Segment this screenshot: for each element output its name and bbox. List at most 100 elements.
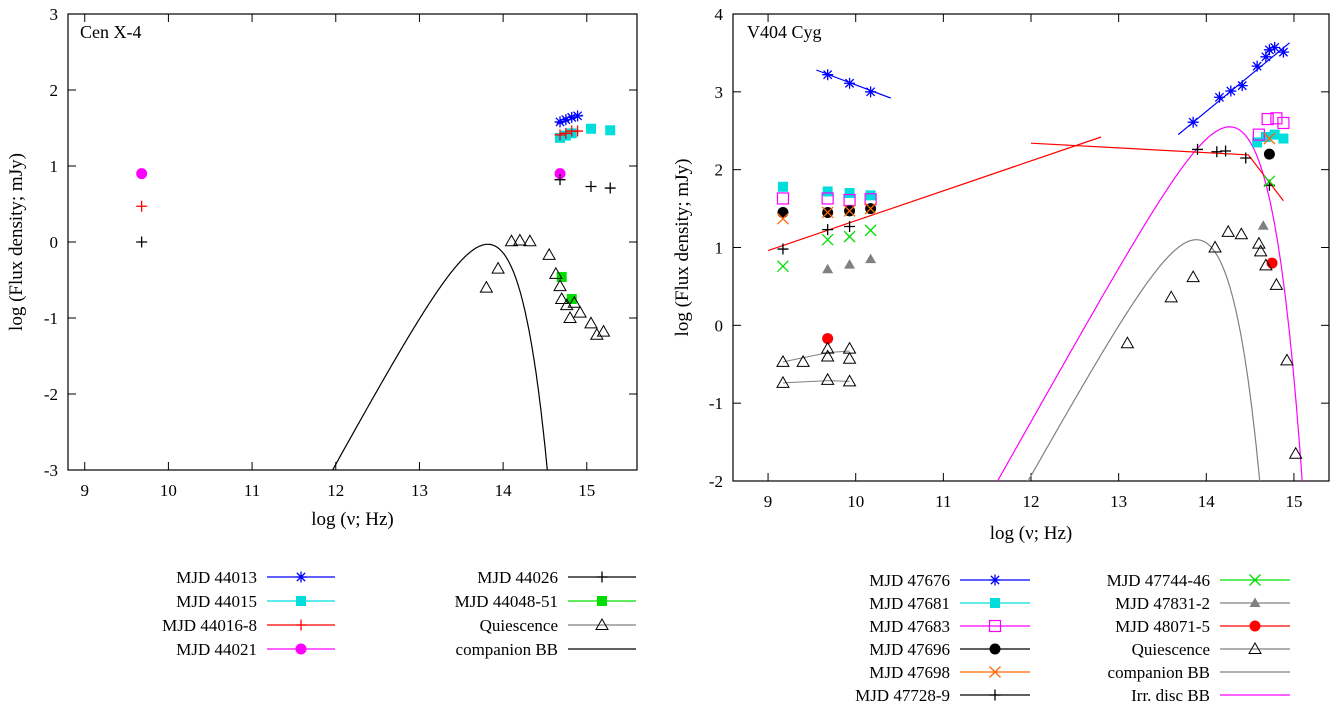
mjd-47681-point (1278, 133, 1289, 144)
mjd-47676-point (1277, 46, 1289, 58)
legend-marker (595, 617, 609, 630)
chart-title: V404 Cyg (747, 22, 822, 42)
x-tick-label: 12 (1023, 492, 1040, 511)
legend-label: MJD 44015 (176, 592, 257, 611)
y-tick-label: -3 (44, 461, 58, 480)
quiescence-segment (782, 350, 850, 363)
quiescence-point (553, 279, 567, 292)
quiescence-point (1164, 290, 1179, 303)
quiescence-point (1208, 240, 1222, 253)
y-axis-label: log (Flux density; mJy) (6, 153, 27, 331)
legend-label: MJD 47744-46 (1107, 571, 1210, 590)
mjd-47744-46-point (821, 233, 834, 246)
y-tick-label: -1 (709, 394, 723, 413)
mjd-44048-51-point (556, 271, 567, 282)
quiescence-point (567, 295, 582, 308)
x-axis-label: log (ν; Hz) (311, 509, 393, 530)
companion-bb-curve (1027, 239, 1261, 481)
legend-marker (295, 619, 307, 631)
companion-bb-curve (331, 243, 548, 470)
x-tick-label: 10 (847, 492, 864, 511)
mjd-47681-point (1252, 137, 1263, 148)
mjd-44016-8-point (554, 129, 566, 141)
quiescence-point (589, 327, 604, 340)
mjd-44021-point (554, 168, 566, 180)
mjd-44048-51-point (566, 294, 577, 304)
mjd-47676-point (1236, 80, 1248, 92)
legend-entry-mjd-44021: MJD 44021 (176, 640, 335, 659)
power-law-fit-line (1030, 142, 1284, 202)
mjd-47676-point (865, 86, 877, 98)
legend-label: MJD 44026 (477, 568, 558, 587)
y-tick-label: 3 (715, 83, 724, 102)
mjd-44016-8-point (136, 200, 148, 212)
mjd-44016-8-point (560, 127, 572, 139)
legend-label: MJD 48071-5 (1115, 617, 1210, 636)
quiescence-point (796, 354, 810, 367)
legend-label: Quiescence (1132, 640, 1210, 659)
legend-marker (295, 643, 307, 655)
quiescence-point (842, 374, 857, 387)
quiescence-point (1280, 353, 1294, 366)
legend-label: MJD 47831-2 (1115, 594, 1210, 613)
y-tick-label: 1 (50, 157, 59, 176)
legend-marker (989, 666, 1001, 678)
mjd-44013-point (560, 114, 572, 126)
quiescence-point (776, 354, 790, 367)
legend-entry-mjd-47698: MJD 47698 (869, 663, 1030, 682)
quiescence-point (842, 351, 857, 364)
legend-entry-mjd-44016-8: MJD 44016-8 (162, 616, 335, 635)
x-tick-label: 14 (495, 481, 513, 500)
legend-marker (1249, 574, 1261, 586)
legend-entry-quiescence: Quiescence (1132, 640, 1290, 659)
quiescence-point (548, 266, 563, 279)
mjd-47681-point (1260, 131, 1271, 142)
mjd-44026-point (604, 182, 616, 194)
mjd-47681-point (777, 181, 788, 192)
mjd-47681-point (844, 188, 855, 199)
legend-marker (988, 619, 1002, 633)
legend-label: Quiescence (480, 616, 558, 635)
legend-entry-quiescence: Quiescence (480, 616, 636, 635)
x-tick-label: 10 (160, 481, 177, 500)
mjd-47698-point (776, 212, 789, 225)
mjd-47683-point (1261, 112, 1274, 126)
legend-entry-irr-disc-bb: Irr. disc BB (1131, 686, 1290, 705)
x-tick-label: 11 (244, 481, 260, 500)
quiescence-segment (782, 380, 850, 384)
mjd-47728-9-point (822, 224, 834, 236)
mjd-44026-point (136, 236, 148, 248)
mjd-44021-point (136, 168, 148, 180)
quiescence-point (1288, 446, 1303, 459)
mjd-47698-point (1263, 132, 1276, 145)
y-tick-label: 4 (715, 5, 724, 24)
y-tick-label: 3 (50, 5, 59, 24)
mjd-47696-point (777, 206, 789, 218)
mjd-47831-2-point (1257, 220, 1269, 230)
legend-entry-companion-bb: companion BB (1108, 663, 1290, 682)
legend-label: companion BB (1108, 663, 1210, 682)
legend-marker (596, 571, 608, 583)
legend-marker (1249, 597, 1261, 607)
quiescence-point (542, 247, 557, 260)
quiescence-point (479, 280, 494, 293)
quiescence-point (1120, 336, 1135, 349)
legend-label: companion BB (456, 640, 558, 659)
mjd-47676-point (1269, 41, 1281, 53)
quiescence-point (820, 341, 835, 354)
quiescence-point (584, 316, 598, 329)
mjd-47683-point (1277, 116, 1290, 130)
y-tick-label: -2 (44, 385, 58, 404)
plot-area (767, 41, 1303, 481)
y-axis-label: log (Flux density; mJy) (672, 159, 693, 337)
x-tick-label: 11 (935, 492, 951, 511)
legend-label: MJD 44016-8 (162, 616, 257, 635)
mjd-47744-46-point (776, 260, 789, 273)
quiescence-point (596, 324, 611, 337)
mjd-47744-46-point (1263, 175, 1276, 188)
mjd-47683-point (821, 192, 834, 205)
mjd-47744-46-point (843, 230, 856, 243)
quiescence-point (573, 305, 587, 318)
